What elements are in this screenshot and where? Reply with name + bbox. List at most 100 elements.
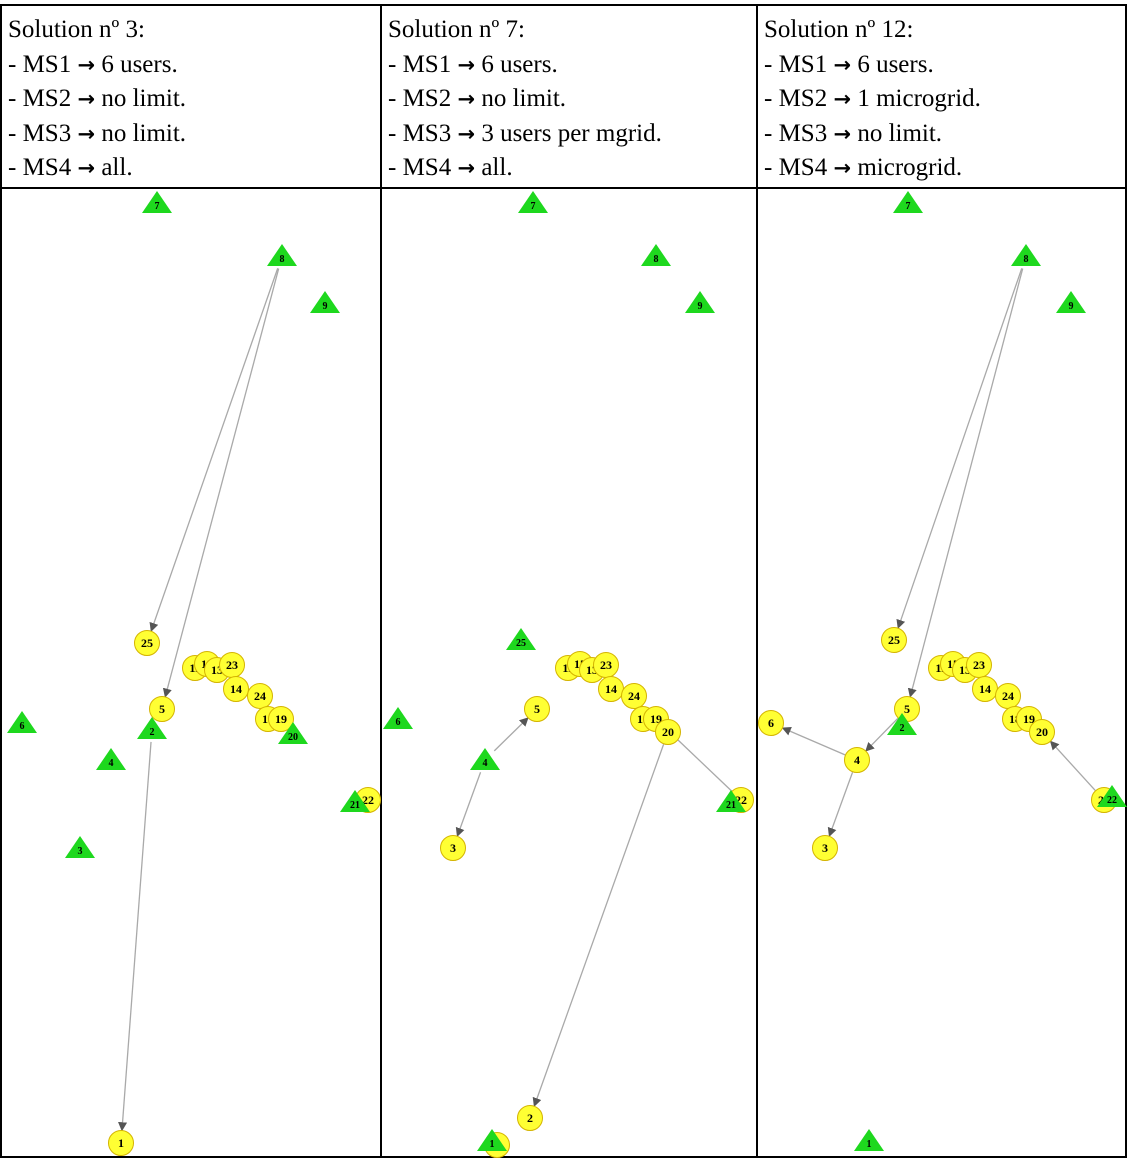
source-node: 2 (137, 717, 167, 739)
node-label: 20 (288, 732, 298, 743)
node-label: 25 (516, 638, 526, 649)
triangle-marker (137, 717, 167, 739)
rule-ms1: - MS1 → 6 users. (8, 50, 178, 78)
triangle-marker (477, 1129, 507, 1151)
node-label: 6 (20, 721, 25, 732)
circle-marker (268, 706, 294, 732)
user-node: 3 (812, 835, 838, 861)
rule-ms4: - MS4 → all. (388, 154, 513, 181)
solution-3-graph: 789251115132314241819520642221321 (7, 191, 381, 1156)
circle-marker (247, 683, 273, 709)
node-label: 23 (973, 658, 985, 672)
node-label: 19 (275, 712, 287, 726)
graph-edge (1049, 740, 1096, 791)
arrow-icon: → (77, 52, 96, 77)
node-label: 3 (450, 841, 456, 855)
triangle-marker (641, 244, 671, 266)
triangle-marker (518, 191, 548, 213)
graph-edge (896, 268, 1023, 629)
triangle-marker (854, 1129, 884, 1151)
node-label: 5 (159, 702, 165, 716)
triangle-marker (1097, 785, 1127, 807)
solution-title: Solution nº 3: (8, 16, 145, 43)
node-label: 1 (490, 1139, 495, 1150)
graph-edge (907, 268, 1024, 698)
source-node: 1 (854, 1129, 884, 1151)
solution-7-graph: 7892511151323142418192056422213211 (383, 191, 754, 1158)
user-node: 25 (134, 630, 160, 656)
source-node: 2 (887, 713, 917, 735)
node-label: 2 (150, 727, 155, 738)
node-label: 22 (1107, 795, 1117, 806)
user-node: 20 (1029, 719, 1055, 745)
source-node: 3 (65, 836, 95, 858)
rule-ms3: - MS3 → 3 users per mgrid. (388, 119, 662, 147)
node-label: 1 (867, 1139, 872, 1150)
arrow-icon: → (77, 87, 96, 111)
node-label: 14 (605, 682, 617, 696)
graph-edge (781, 727, 846, 756)
user-node: 14 (223, 676, 249, 702)
user-node: 24 (621, 683, 647, 709)
arrow-icon: → (457, 121, 476, 146)
user-node: 24 (247, 683, 273, 709)
node-label: 24 (1002, 689, 1014, 703)
solution-title: Solution nº 12: (764, 16, 914, 43)
user-node: 19 (268, 706, 294, 732)
node-label: 24 (628, 689, 640, 703)
graph-edge (118, 741, 152, 1132)
circle-marker (844, 747, 870, 773)
source-node: 7 (142, 191, 172, 213)
circle-marker (812, 835, 838, 861)
node-label: 22 (362, 793, 374, 807)
triangle-marker (142, 191, 172, 213)
node-label: 25 (141, 636, 153, 650)
node-label: 21 (726, 800, 736, 811)
node-label: 21 (350, 800, 360, 811)
user-node: 24 (995, 683, 1021, 709)
triangle-marker (96, 748, 126, 770)
arrow-icon: → (833, 87, 852, 111)
arrow-icon: → (833, 52, 852, 77)
arrow-icon: → (457, 87, 476, 111)
arrow-icon: → (457, 156, 476, 180)
triangle-marker (267, 244, 297, 266)
node-label: 24 (254, 689, 266, 703)
source-node: 20 (278, 722, 308, 744)
node-label: 20 (1036, 725, 1048, 739)
source-node: 6 (383, 707, 413, 729)
node-label: 9 (1069, 301, 1074, 312)
circle-marker (440, 835, 466, 861)
user-node: 23 (593, 652, 619, 678)
rule-ms4: - MS4 → microgrid. (764, 154, 963, 181)
circle-marker (149, 696, 175, 722)
node-label: 8 (654, 254, 659, 265)
source-node: 21 (716, 790, 746, 812)
triangle-marker (1056, 291, 1086, 313)
graph-edge (532, 744, 665, 1107)
graph-edge (865, 717, 899, 752)
graph-edge (493, 717, 529, 752)
node-label: 23 (226, 658, 238, 672)
user-node: 5 (894, 696, 920, 722)
node-label: 23 (600, 658, 612, 672)
source-node: 9 (685, 291, 715, 313)
source-node: 6 (7, 711, 37, 733)
source-node: 9 (310, 291, 340, 313)
node-label: 4 (109, 758, 114, 769)
arrow-icon: → (457, 52, 476, 77)
circle-marker (621, 683, 647, 709)
rule-ms2: - MS2 → 1 microgrid. (764, 85, 981, 112)
source-node: 7 (518, 191, 548, 213)
circle-marker (517, 1105, 543, 1131)
node-label: 4 (854, 753, 860, 767)
rule-ms3: - MS3 → no limit. (764, 119, 943, 147)
node-label: 6 (396, 717, 401, 728)
node-label: 5 (904, 702, 910, 716)
triangle-marker (1011, 244, 1041, 266)
rule-ms2: - MS2 → no limit. (388, 85, 567, 112)
arrow-icon: → (77, 156, 96, 180)
source-node: 4 (96, 748, 126, 770)
node-label: 8 (280, 254, 285, 265)
